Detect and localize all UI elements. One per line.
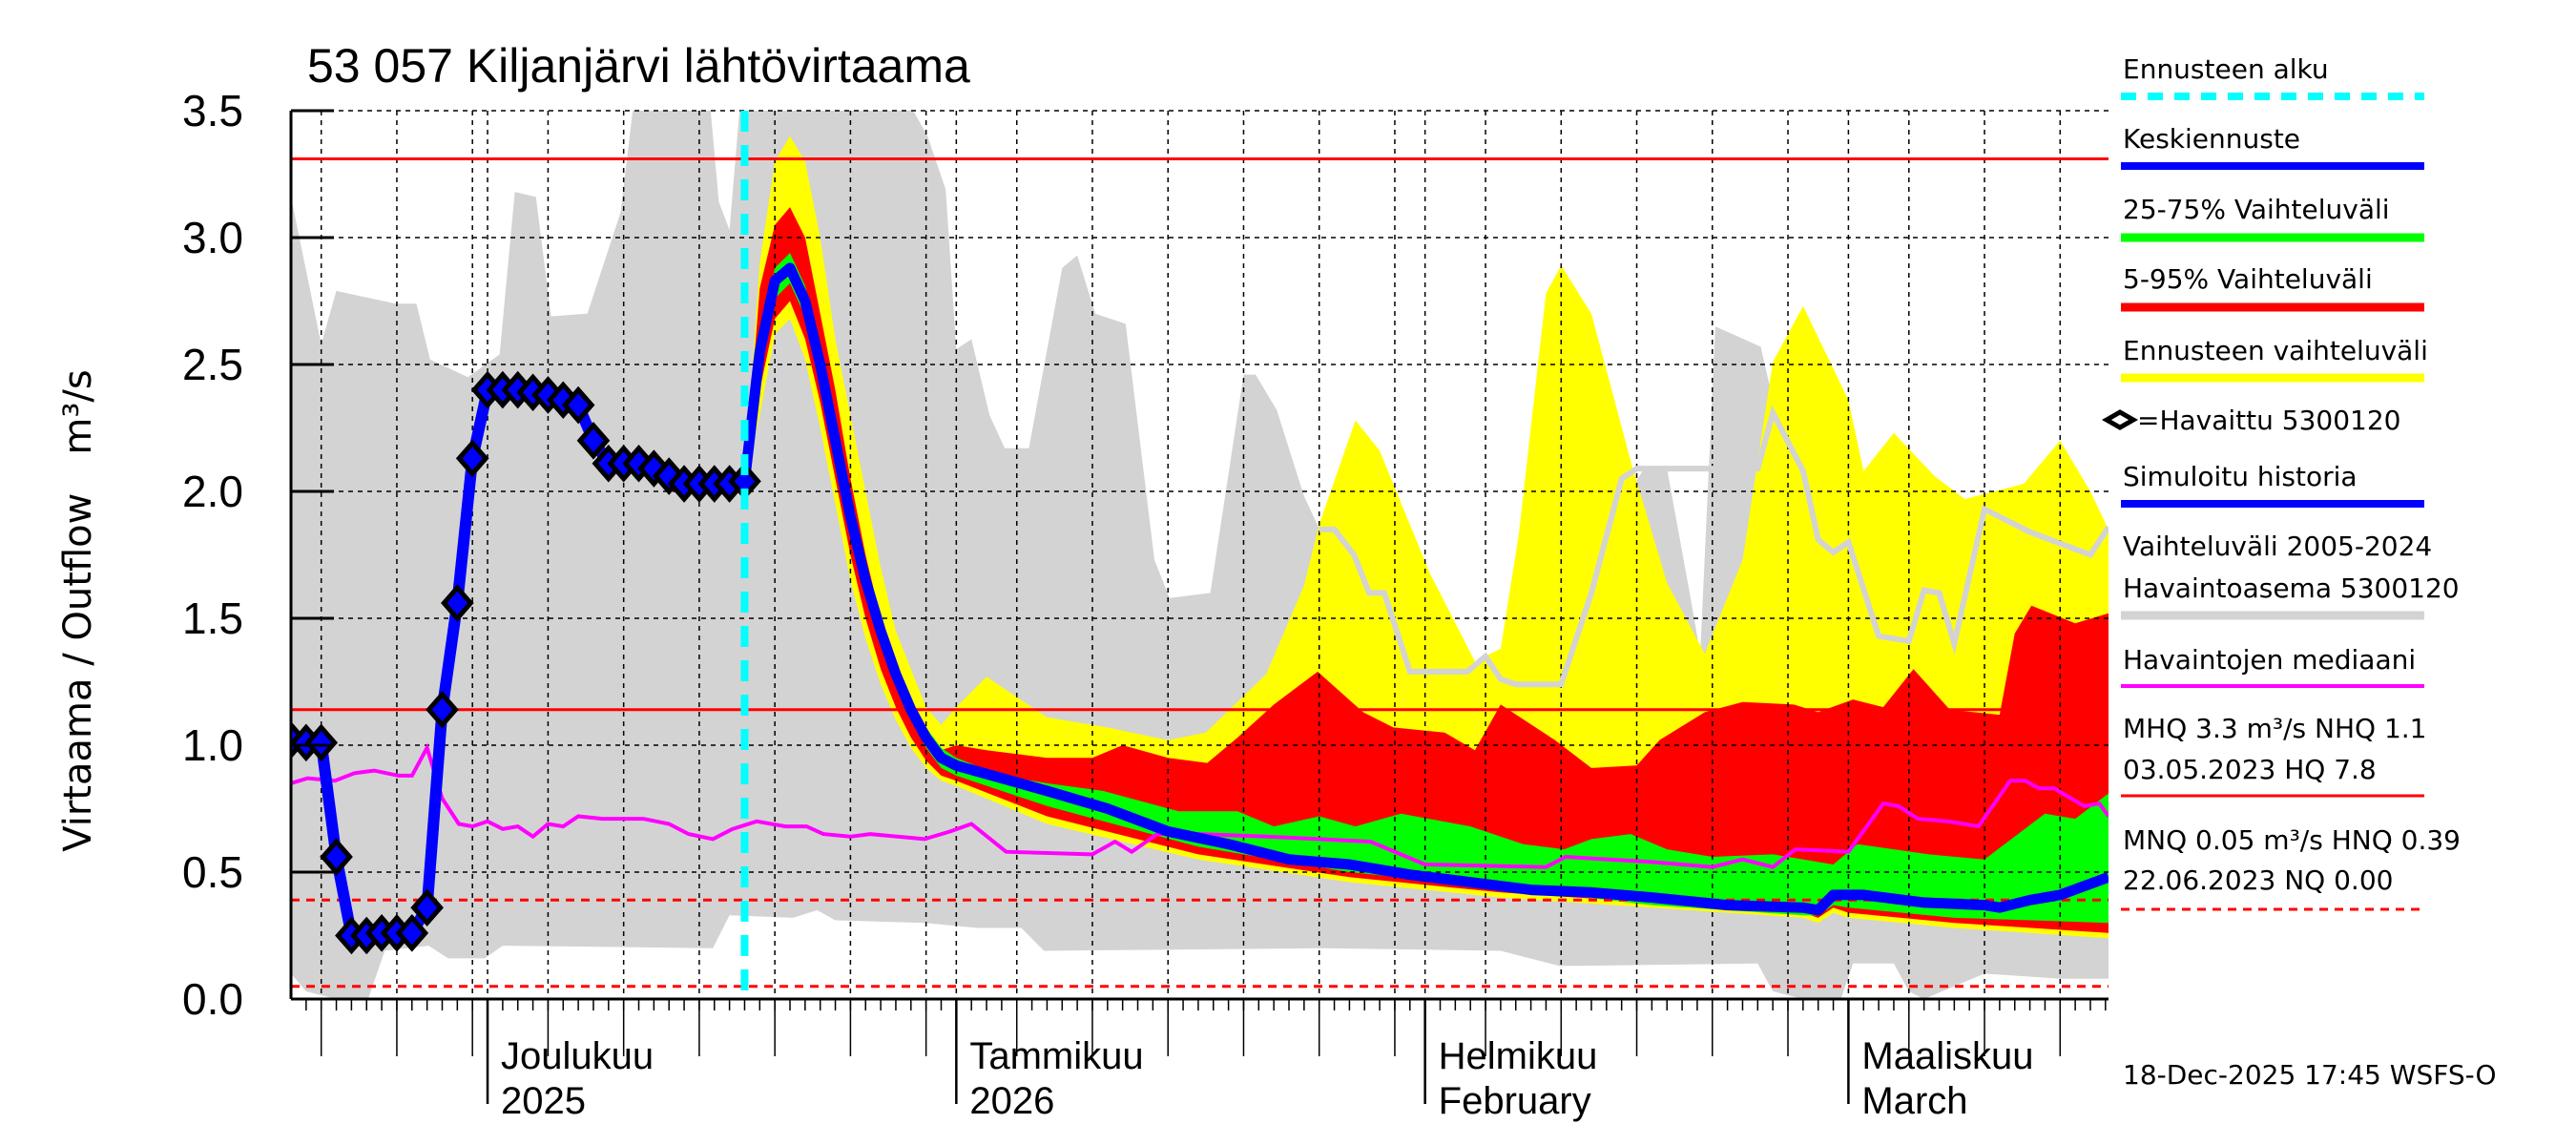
legend: Ennusteen alku Keskiennuste 25-75% Vaiht…: [2101, 53, 2461, 911]
month-label: Maaliskuu: [1861, 1035, 2033, 1077]
median-forecast-line: [739, 262, 2109, 916]
legend-p25-75: 25-75% Vaihteluväli: [2123, 194, 2390, 225]
y-tick-label: 3.0: [182, 213, 243, 262]
y-tick-label: 0.5: [182, 847, 243, 897]
historical-line: [1319, 405, 2109, 688]
month-label: Joulukuu: [501, 1035, 654, 1077]
y-axis-unit: m³/s: [56, 369, 100, 454]
observed-point: [561, 385, 595, 425]
range-5-95-area: [744, 207, 2109, 933]
observed-point: [320, 838, 353, 876]
legend-observed: =Havaittu 5300120: [2137, 405, 2401, 436]
observation-median-line: [291, 742, 2109, 869]
legend-mnq-2: 22.06.2023 NQ 0.00: [2123, 864, 2393, 896]
observed-point: [576, 422, 611, 460]
month-label: Helmikuu: [1439, 1035, 1598, 1077]
y-axis-label-text: Virtaama / Outflow: [56, 493, 100, 852]
legend-forecast-start: Ennusteen alku: [2123, 53, 2329, 85]
month-label: Tammikuu: [969, 1035, 1143, 1077]
legend-obs-median: Havaintojen mediaani: [2123, 644, 2416, 676]
legend-median: Keskiennuste: [2123, 123, 2300, 155]
month-sublabel: February: [1439, 1080, 1591, 1122]
observed-point: [395, 914, 429, 952]
legend-historical-2: Havaintoasema 5300120: [2123, 572, 2460, 604]
y-tick-label: 0.0: [182, 974, 243, 1024]
observed-point: [441, 584, 474, 622]
y-tick-label: 3.5: [182, 86, 243, 135]
grid: [291, 110, 2109, 999]
y-axis-label: Virtaama / Outflow m³/s: [56, 369, 100, 851]
month-sublabel: 2025: [501, 1080, 586, 1122]
month-sublabel: 2026: [969, 1080, 1054, 1122]
observed-point: [304, 723, 339, 762]
month-sublabel: March: [1861, 1080, 1967, 1122]
legend-simulated: Simuloitu historia: [2123, 461, 2358, 492]
legend-forecast-range: Ennusteen vaihteluväli: [2123, 335, 2428, 366]
observed-point: [426, 690, 459, 729]
legend-mhq-1: MHQ 3.3 m³/s NHQ 1.1: [2123, 713, 2426, 744]
series-lines: [291, 111, 2109, 999]
legend-p5-95: 5-95% Vaihteluväli: [2123, 263, 2373, 295]
footer-timestamp: 18-Dec-2025 17:45 WSFS-O: [2123, 1059, 2497, 1091]
y-tick-label: 2.5: [182, 340, 243, 389]
observed-point: [410, 888, 444, 927]
y-tick-label: 2.0: [182, 467, 243, 516]
chart-title: 53 057 Kiljanjärvi lähtövirtaama: [307, 39, 970, 93]
legend-mnq-1: MNQ 0.05 m³/s HNQ 0.39: [2123, 824, 2461, 856]
legend-historical-1: Vaihteluväli 2005-2024: [2123, 531, 2432, 562]
observed-point: [728, 462, 761, 501]
observed-point: [455, 439, 489, 478]
y-tick-label: 1.0: [182, 720, 243, 770]
y-tick-label: 1.5: [182, 593, 243, 643]
plot-area: [291, 111, 2109, 999]
legend-mhq-2: 03.05.2023 HQ 7.8: [2123, 754, 2377, 785]
legend-observed-diamond-icon: [2101, 409, 2139, 430]
